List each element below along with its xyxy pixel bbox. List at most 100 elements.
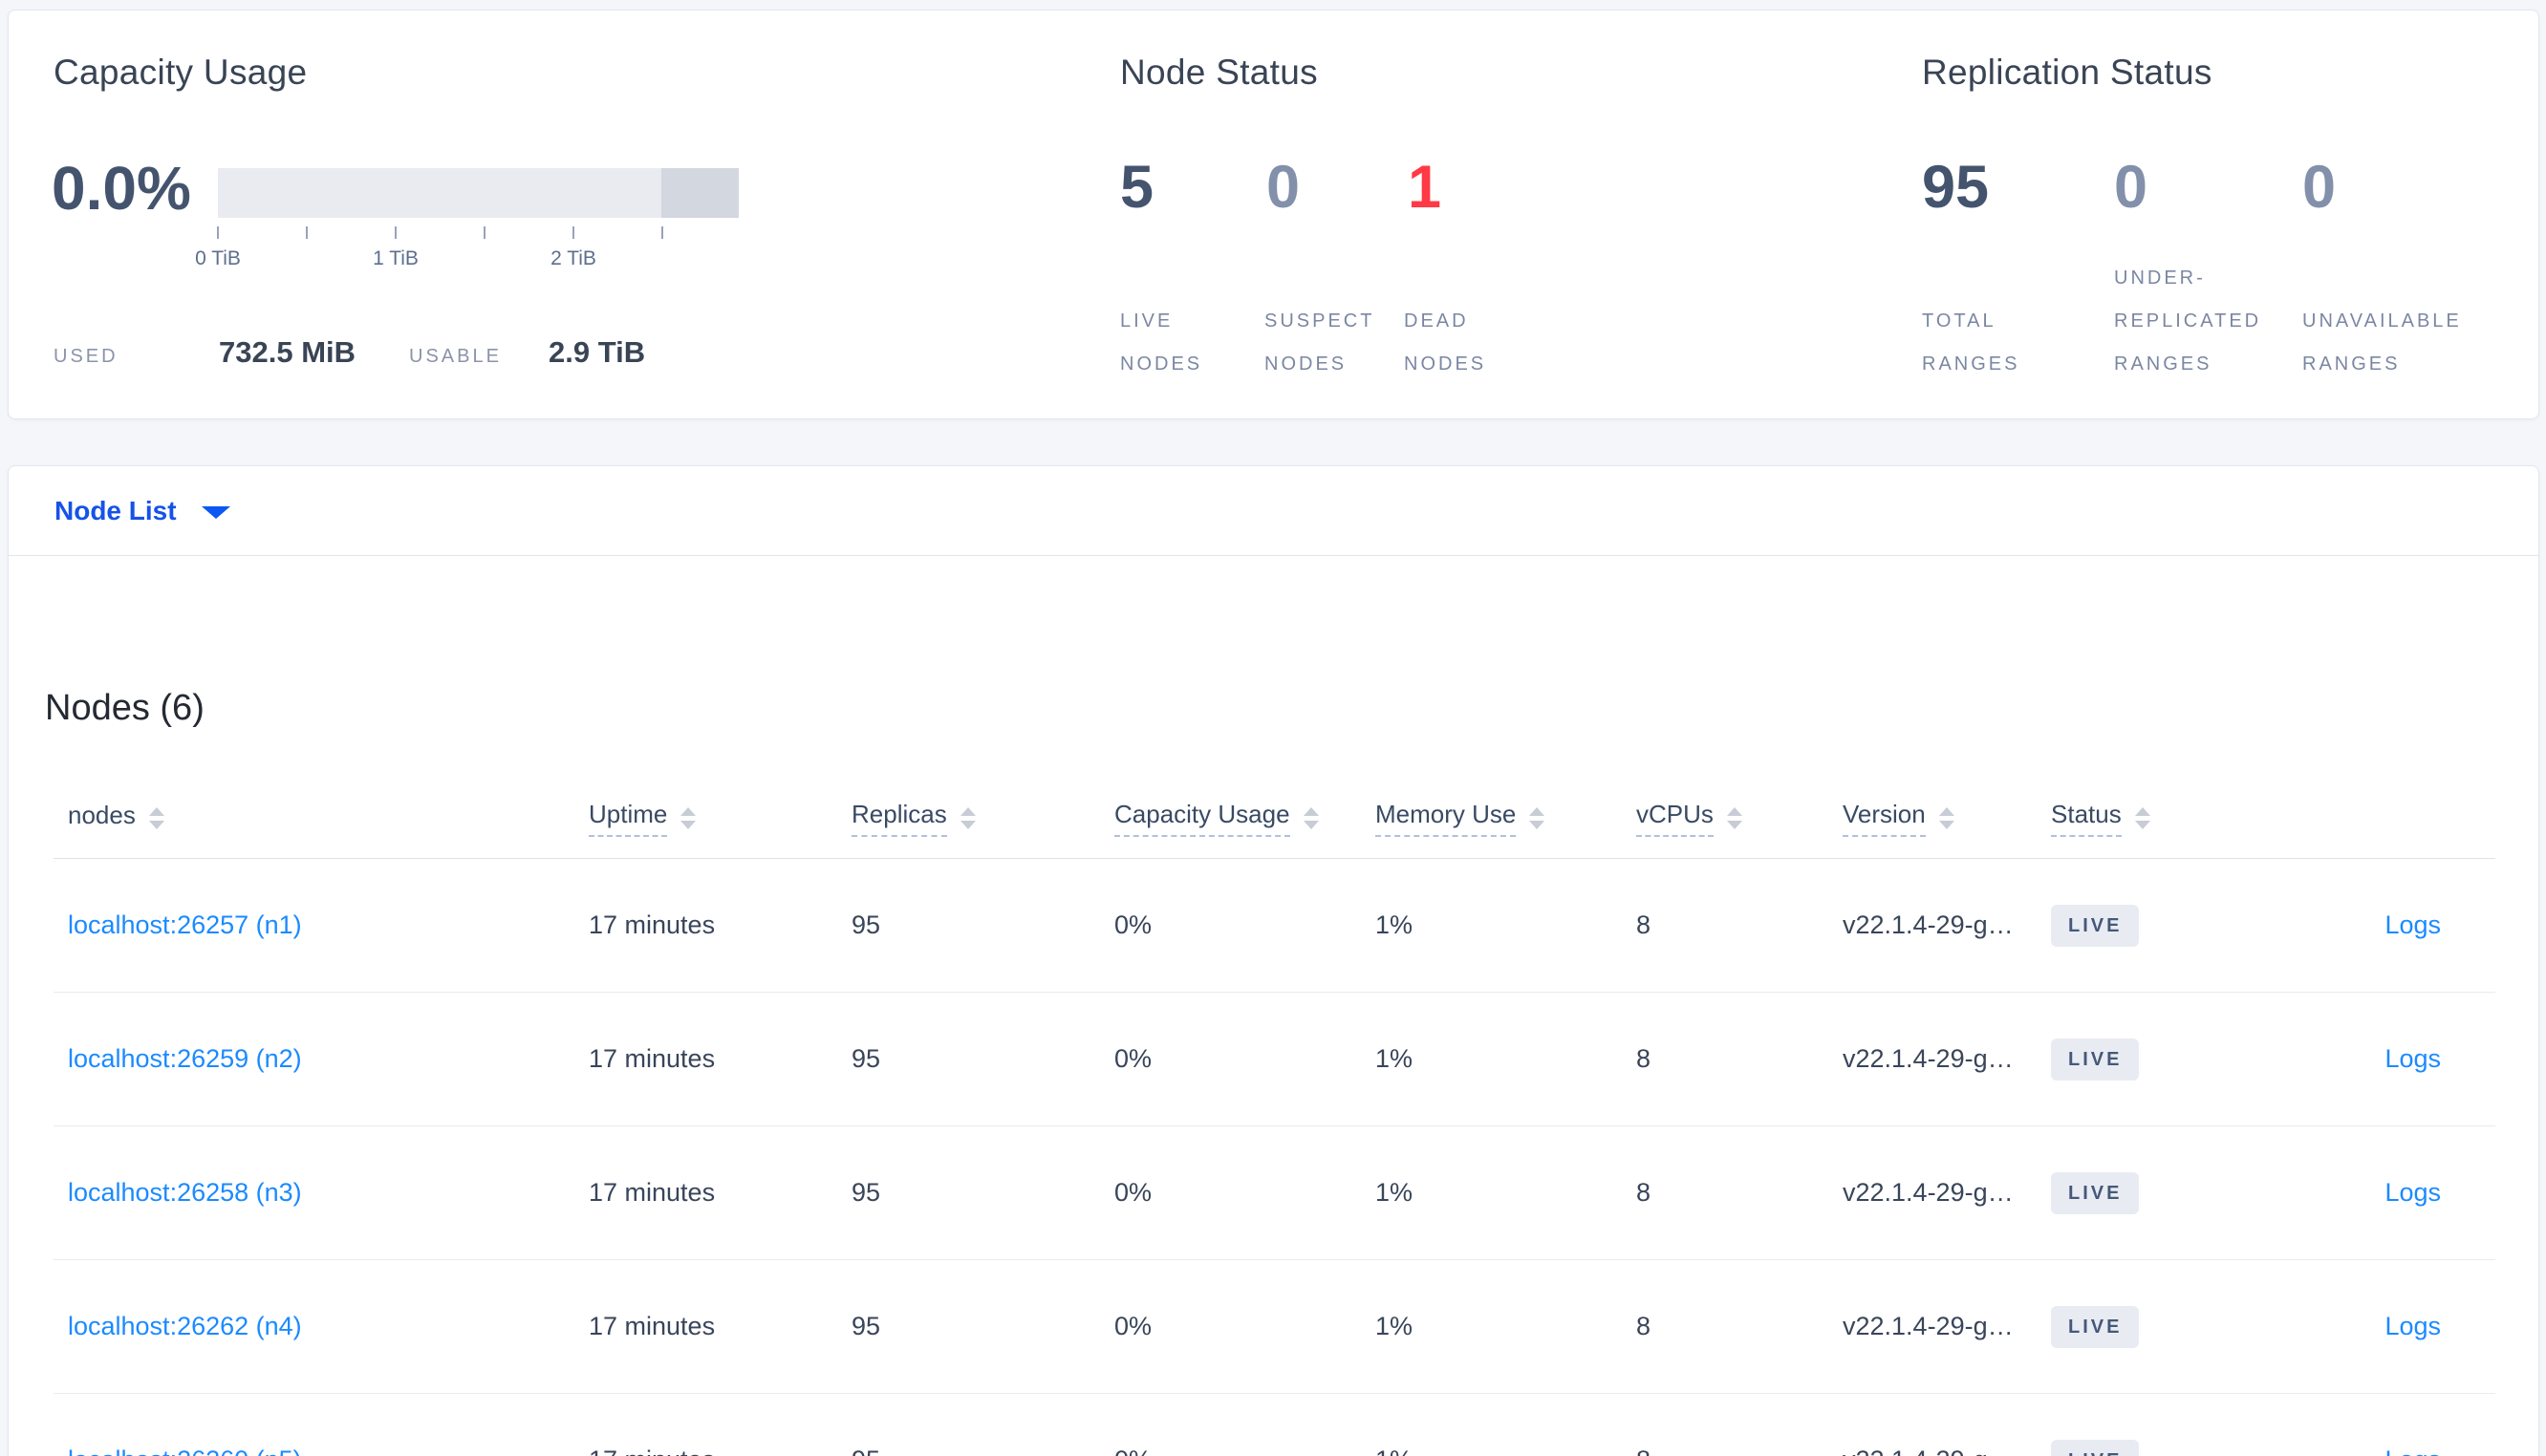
uptime-cell: 17 minutes [589,1178,716,1207]
nodes-table: nodes Uptime Replicas Capacity Usage Mem… [54,779,2495,1456]
table-row: localhost:26259 (n2) 17 minutes 95 0% 1%… [54,993,2495,1126]
status-badge: LIVE [2051,1038,2140,1081]
column-header-uptime[interactable]: Uptime [589,800,852,837]
replicas-cell: 95 [852,1044,881,1073]
used-label: USED [54,346,119,367]
gauge-tick-label: 1 TiB [373,247,419,269]
version-cell: v22.1.4-29-g… [1843,1044,2014,1073]
capacity-cell: 0% [1114,1312,1153,1340]
memory-cell: 1% [1375,910,1413,939]
memory-cell: 1% [1375,1312,1413,1340]
version-cell: v22.1.4-29-g… [1843,1312,2014,1340]
replication-status-title: Replication Status [1922,53,2212,92]
logs-link[interactable]: Logs [2384,910,2441,939]
nodes-card: Node List Nodes (6) nodes Uptime Replica… [8,465,2539,1456]
sort-icon[interactable] [1938,807,1954,829]
memory-cell: 1% [1375,1044,1413,1073]
node-link[interactable]: localhost:26260 (n5) [68,1445,302,1456]
replicas-cell: 95 [852,1178,881,1207]
table-row: localhost:26257 (n1) 17 minutes 95 0% 1%… [54,859,2495,993]
vcpus-cell: 8 [1636,1044,1651,1073]
uptime-cell: 17 minutes [589,1445,852,1456]
logs-link[interactable]: Logs [2384,1178,2441,1207]
gauge-tick [217,226,219,239]
node-link[interactable]: localhost:26259 (n2) [68,1044,302,1073]
under-replicated-ranges-label: UNDER-REPLICATED RANGES [2114,268,2262,375]
node-list-dropdown-label: Node List [54,495,177,525]
capacity-usage-title: Capacity Usage [54,53,308,92]
uptime-cell: 17 minutes [589,1044,716,1073]
gauge-tick [661,226,663,239]
memory-cell: 1% [1375,1445,1636,1456]
status-badge: LIVE [2051,1171,2140,1214]
capacity-percent: 0.0% [52,154,191,223]
node-link[interactable]: localhost:26258 (n3) [68,1178,302,1207]
sort-icon[interactable] [960,807,976,829]
column-header-version[interactable]: Version [1843,800,2051,837]
live-nodes-count: 5 [1120,154,1154,221]
column-header-memory-use[interactable]: Memory Use [1375,800,1636,837]
capacity-cell: 0% [1114,1044,1153,1073]
replicas-cell: 95 [852,1312,881,1340]
node-link[interactable]: localhost:26262 (n4) [68,1312,302,1340]
sort-icon[interactable] [148,807,164,829]
usable-label: USABLE [409,346,502,367]
vcpus-cell: 8 [1636,1312,1651,1340]
gauge-tick-label: 0 TiB [195,247,241,269]
version-cell: v22.1.4-29-g… [1843,910,2014,939]
column-header-capacity-usage[interactable]: Capacity Usage [1114,800,1375,837]
vcpus-cell: 8 [1636,910,1651,939]
status-badge: LIVE [2051,904,2140,947]
sort-icon[interactable] [1726,807,1742,829]
logs-link[interactable]: Logs [2384,1312,2441,1340]
sort-icon[interactable] [1303,807,1319,829]
under-replicated-ranges-count: 0 [2114,154,2148,221]
vcpus-cell: 8 [1636,1178,1651,1207]
vcpus-cell: 8 [1636,1445,1843,1456]
usable-value: 2.9 TiB [549,335,646,369]
node-list-dropdown[interactable]: Node List [54,496,230,526]
used-value: 732.5 MiB [219,335,356,369]
node-link[interactable]: localhost:26257 (n1) [68,910,302,939]
status-badge: LIVE [2051,1439,2140,1456]
capacity-cell: 0% [1114,1445,1375,1456]
table-header-row: nodes Uptime Replicas Capacity Usage Mem… [54,779,2495,859]
gauge-tick [572,226,574,239]
status-badge: LIVE [2051,1305,2140,1348]
sort-icon[interactable] [2134,807,2150,829]
caret-down-icon [201,506,230,519]
gauge-tick [484,226,485,239]
view-selector-bar: Node List [9,466,2538,556]
capacity-cell: 0% [1114,910,1153,939]
total-ranges-label: TOTAL RANGES [1922,310,2020,375]
total-ranges-count: 95 [1922,154,1990,221]
column-header-replicas[interactable]: Replicas [852,800,1114,837]
sort-icon[interactable] [1529,807,1545,829]
column-header-nodes[interactable]: nodes [54,801,589,836]
nodes-section-title: Nodes (6) [45,688,205,728]
gauge-tick-label: 2 TiB [550,247,596,269]
memory-cell: 1% [1375,1178,1413,1207]
logs-link[interactable]: Logs [2384,1044,2441,1073]
table-row: localhost:26262 (n4) 17 minutes 95 0% 1%… [54,1260,2495,1394]
unavailable-ranges-label: UNAVAILABLE RANGES [2302,310,2462,375]
dead-nodes-label: DEAD NODES [1404,310,1487,375]
unavailable-ranges-count: 0 [2302,154,2337,221]
capacity-gauge-end-segment [661,168,739,218]
dead-nodes-count: 1 [1408,154,1442,221]
column-header-vcpus[interactable]: vCPUs [1636,800,1843,837]
column-header-status[interactable]: Status [2051,800,2280,837]
replicas-cell: 95 [852,1445,1114,1456]
replicas-cell: 95 [852,910,881,939]
uptime-cell: 17 minutes [589,1312,716,1340]
cluster-summary-card: Capacity Usage 0.0% 0 TiB 1 TiB 2 TiB US… [8,10,2539,419]
capacity-gauge-bar [218,168,739,218]
uptime-cell: 17 minutes [589,910,716,939]
table-row: localhost:26258 (n3) 17 minutes 95 0% 1%… [54,1126,2495,1260]
live-nodes-label: LIVE NODES [1120,310,1203,375]
version-cell: v22.1.4-29-g… [1843,1178,2014,1207]
logs-link[interactable]: Logs [2384,1445,2441,1456]
sort-icon[interactable] [680,807,697,829]
suspect-nodes-count: 0 [1266,154,1301,221]
suspect-nodes-label: SUSPECT NODES [1264,310,1375,375]
